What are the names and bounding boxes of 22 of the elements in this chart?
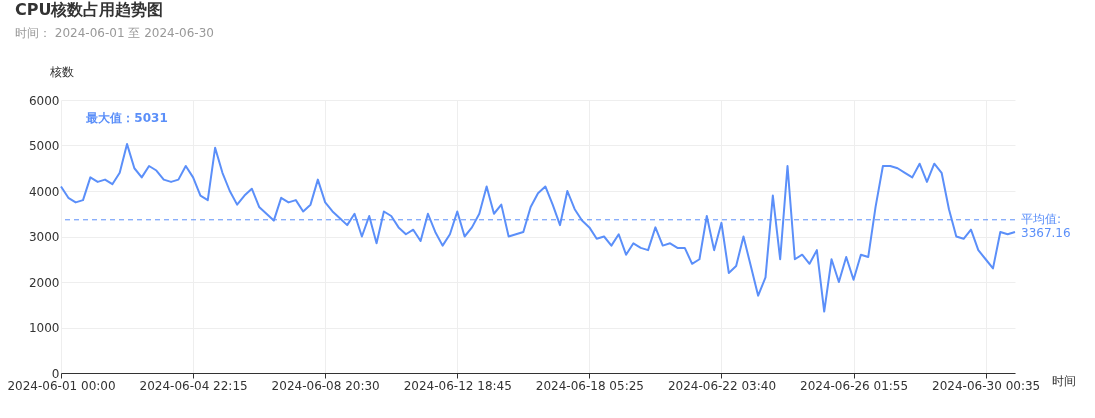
chart-subtitle: 时间： 2024-06-01 至 2024-06-30 (15, 26, 214, 40)
x-axis-title: 时间 (1051, 373, 1076, 388)
x-tick-label: 2024-06-04 22:15 (139, 378, 248, 393)
y-tick-label: 6000 (28, 93, 60, 108)
ref-line-label: 平均值: 3367.16 (1021, 211, 1071, 240)
y-axis-title: 核数 (48, 64, 74, 79)
x-tick-label: 2024-06-26 01:55 (799, 378, 909, 393)
x-tick-label: 2024-06-08 20:30 (271, 378, 380, 393)
x-tick-label: 2024-06-01 00:00 (7, 378, 116, 393)
x-tick-label: 2024-06-30 00:35 (932, 378, 1041, 393)
y-tick-label: 0 (51, 366, 60, 381)
annotation: 最大值：5031 (85, 111, 168, 126)
x-tick-label: 2024-06-12 18:45 (403, 378, 512, 393)
x-tick-label: 2024-06-18 05:25 (535, 378, 644, 393)
x-tick-label: 2024-06-22 03:40 (667, 378, 777, 393)
y-tick-label: 2000 (28, 275, 60, 290)
y-tick-label: 4000 (28, 184, 60, 199)
y-tick-label: 5000 (28, 139, 60, 153)
y-tick-label: 3000 (28, 230, 60, 244)
line-series (60, 143, 1016, 313)
y-tick-label: 1000 (28, 321, 60, 335)
chart-title: CPU核数占用趋势图 (15, 0, 164, 19)
